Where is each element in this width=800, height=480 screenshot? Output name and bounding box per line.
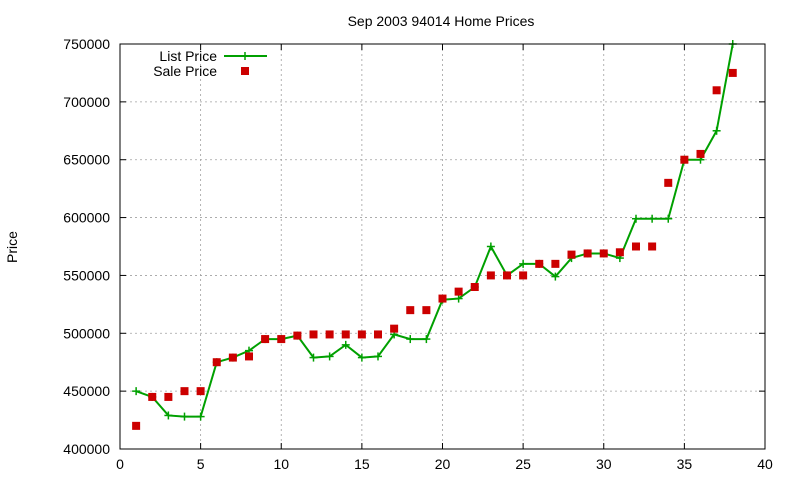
x-tick-label: 30 (596, 456, 612, 472)
list-price-point (454, 294, 463, 303)
legend-label-sale-price: Sale Price (153, 63, 217, 79)
sale-price-point (261, 335, 270, 344)
y-tick-labels: 400000 450000 500000 550000 600000 650000 7000… (63, 36, 110, 457)
y-tick-label: 650000 (63, 152, 110, 168)
y-tick-label: 500000 (63, 325, 110, 341)
sale-price-point (535, 259, 544, 268)
sale-price-point (277, 335, 286, 344)
sale-price-point (374, 330, 382, 339)
x-tick-labels: 0 5 10 15 20 25 30 35 40 (116, 456, 773, 472)
list-price-point (486, 242, 495, 251)
legend: List Price Sale Price (153, 48, 267, 79)
sale-price-point (357, 330, 366, 339)
sale-price-point (648, 242, 657, 251)
x-tick-label: 40 (757, 456, 773, 472)
sale-price-point (180, 387, 189, 396)
sale-price-point (486, 271, 495, 280)
list-price-point (632, 214, 640, 223)
sale-price-point (632, 242, 640, 251)
legend-marker-list-price (224, 52, 267, 60)
list-price-point (196, 412, 205, 421)
x-tick-label: 25 (515, 456, 531, 472)
list-price-point (712, 126, 721, 135)
sale-price-point (680, 155, 689, 164)
sale-price-point (196, 387, 205, 396)
sale-price-point (293, 331, 302, 340)
sale-price-point (132, 421, 141, 430)
sale-price-point (406, 306, 415, 315)
list-price-point (422, 335, 431, 344)
sale-price-point (438, 294, 447, 303)
y-tick-label: 550000 (63, 267, 110, 283)
legend-marker-sale-price (241, 67, 249, 75)
sale-price-point (309, 330, 318, 339)
list-price-line (135, 43, 734, 418)
legend-square (241, 67, 249, 75)
grid (120, 44, 765, 449)
sale-price-point (599, 249, 608, 258)
sale-price-point (583, 249, 592, 258)
sale-price-point (245, 352, 253, 361)
list-price-point (309, 353, 318, 362)
sale-price-point (454, 287, 463, 296)
y-tick-label: 450000 (63, 383, 110, 399)
sale-price-point (341, 330, 350, 339)
sale-price-point (615, 248, 624, 257)
sale-price-point (664, 178, 673, 187)
sale-price-point (470, 283, 479, 291)
sale-price-point (390, 324, 399, 333)
list-price-point (132, 387, 141, 396)
x-tick-label: 5 (197, 456, 205, 472)
list-price-point (357, 353, 366, 362)
list-price-point (341, 340, 350, 349)
sale-price-point (325, 330, 334, 339)
sale-price-point (503, 271, 511, 280)
list-price-point (664, 214, 673, 223)
list-price-point (519, 259, 528, 268)
x-tick-label: 15 (354, 456, 370, 472)
sale-price-point (519, 271, 528, 280)
y-tick-label: 600000 (63, 210, 110, 226)
list-price-point (406, 335, 415, 344)
sale-price-point (712, 86, 721, 95)
y-axis-label: Price (4, 231, 20, 263)
x-tick-label: 35 (677, 456, 693, 472)
list-price-point (374, 352, 382, 361)
sale-price-point (228, 353, 237, 362)
sale-price-point (212, 358, 221, 367)
list-price-point (648, 214, 657, 223)
x-tick-label: 20 (435, 456, 451, 472)
list-price-point (325, 352, 334, 361)
y-tick-label: 400000 (63, 441, 110, 457)
y-tick-label: 700000 (63, 94, 110, 110)
sale-price-point (164, 392, 173, 401)
sale-price-point (422, 306, 431, 315)
x-tick-label: 0 (116, 456, 124, 472)
sale-price-point (696, 149, 705, 158)
list-price-point (180, 412, 189, 421)
sale-price-point (567, 250, 576, 259)
x-tick-label: 10 (273, 456, 289, 472)
plot-series (132, 40, 737, 430)
sale-price-point (728, 68, 737, 77)
list-price-point (551, 272, 560, 281)
plot-frame (119, 43, 766, 450)
y-tick-label: 750000 (63, 36, 110, 52)
chart-title: Sep 2003 94014 Home Prices (348, 13, 535, 29)
sale-price-point (551, 259, 560, 268)
legend-label-list-price: List Price (159, 48, 217, 64)
sale-price-point (148, 392, 157, 401)
list-price-point (164, 411, 173, 420)
